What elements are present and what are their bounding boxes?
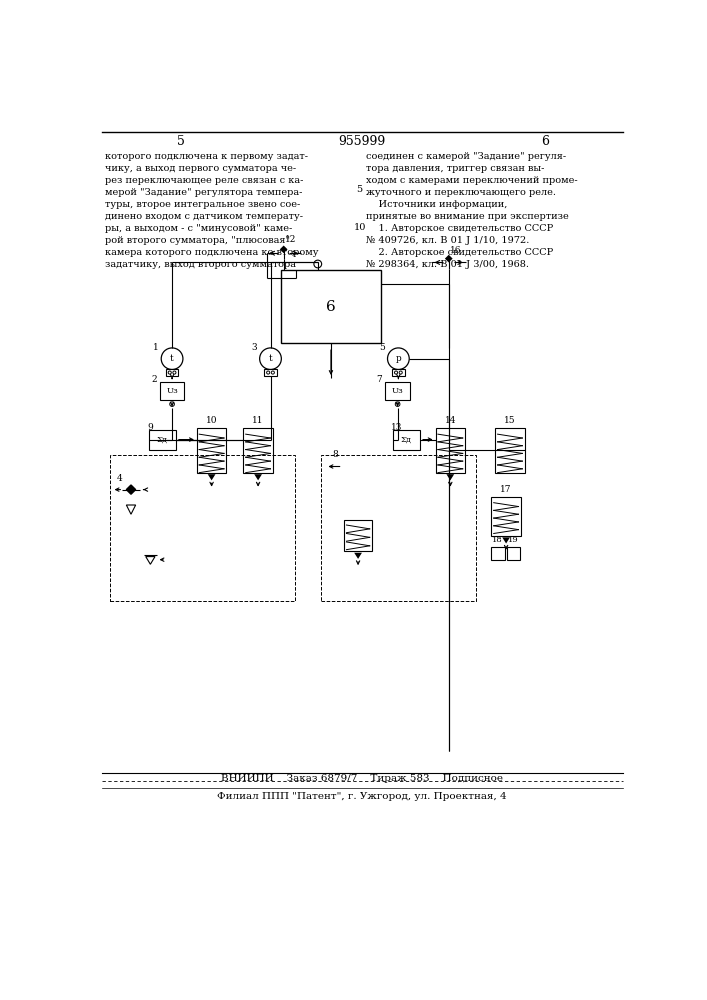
Bar xyxy=(491,547,505,560)
Text: 8: 8 xyxy=(332,450,338,459)
Text: 13: 13 xyxy=(392,423,403,432)
Bar xyxy=(491,497,521,536)
Text: 5: 5 xyxy=(177,135,185,148)
Bar xyxy=(495,428,525,473)
Polygon shape xyxy=(255,474,262,480)
Text: 6: 6 xyxy=(542,135,549,148)
Circle shape xyxy=(387,348,409,369)
Circle shape xyxy=(168,371,171,374)
Text: которого подключена к первому задат-
чику, а выход первого сумматора че-
рез пер: которого подключена к первому задат- чик… xyxy=(105,152,319,269)
Text: 10: 10 xyxy=(354,223,366,232)
Text: ВНИИПИ    Заказ 6879/7    Тираж 583    Подписное: ВНИИПИ Заказ 6879/7 Тираж 583 Подписное xyxy=(221,774,503,783)
Polygon shape xyxy=(446,474,454,480)
Text: Σд: Σд xyxy=(157,436,168,444)
Text: Uз: Uз xyxy=(166,387,178,395)
Text: 4: 4 xyxy=(117,474,122,483)
Text: 7: 7 xyxy=(376,375,382,384)
Circle shape xyxy=(161,348,183,369)
Circle shape xyxy=(170,402,175,406)
Circle shape xyxy=(173,371,176,374)
Text: t: t xyxy=(269,354,272,363)
Text: 17: 17 xyxy=(501,485,512,494)
Text: 955999: 955999 xyxy=(339,135,385,148)
Text: 10: 10 xyxy=(206,416,217,425)
Bar xyxy=(392,369,404,376)
Bar xyxy=(385,382,410,400)
Text: 2: 2 xyxy=(151,375,156,384)
Text: 5: 5 xyxy=(380,343,385,352)
Circle shape xyxy=(395,371,397,374)
Bar xyxy=(393,430,420,450)
Text: 15: 15 xyxy=(504,416,516,425)
Text: Σд: Σд xyxy=(401,436,412,444)
Circle shape xyxy=(314,260,322,268)
Text: 14: 14 xyxy=(445,416,456,425)
Polygon shape xyxy=(280,246,288,253)
Bar xyxy=(281,270,381,343)
Polygon shape xyxy=(127,485,136,494)
Text: 5: 5 xyxy=(356,185,363,194)
Bar xyxy=(110,455,295,601)
Polygon shape xyxy=(445,255,452,262)
Text: 6: 6 xyxy=(326,300,336,314)
Polygon shape xyxy=(502,537,510,544)
Bar xyxy=(321,455,476,601)
Text: p: p xyxy=(395,354,402,363)
Bar xyxy=(160,382,185,400)
Text: 9: 9 xyxy=(147,423,153,432)
Text: 16: 16 xyxy=(450,246,462,255)
Bar xyxy=(149,430,176,450)
Text: t: t xyxy=(170,354,174,363)
Bar xyxy=(436,428,465,473)
Text: 12: 12 xyxy=(285,235,297,244)
Polygon shape xyxy=(208,474,216,480)
Circle shape xyxy=(271,371,274,374)
Text: 18: 18 xyxy=(492,536,503,544)
Bar xyxy=(166,369,178,376)
Text: 1: 1 xyxy=(153,343,159,352)
Polygon shape xyxy=(354,553,362,559)
Circle shape xyxy=(259,348,281,369)
Text: Uз: Uз xyxy=(392,387,404,395)
Bar xyxy=(243,428,273,473)
Text: 19: 19 xyxy=(508,536,518,544)
Circle shape xyxy=(267,371,270,374)
Text: 3: 3 xyxy=(252,343,257,352)
Text: 11: 11 xyxy=(252,416,264,425)
Text: Филиал ППП "Патент", г. Ужгород, ул. Проектная, 4: Филиал ППП "Патент", г. Ужгород, ул. Про… xyxy=(217,792,507,801)
Bar xyxy=(344,520,372,551)
Bar xyxy=(197,428,226,473)
Text: соединен с камерой "Задание" регуля-
тора давления, триггер связан вы-
ходом с к: соединен с камерой "Задание" регуля- тор… xyxy=(366,152,578,269)
Bar xyxy=(507,547,520,560)
Circle shape xyxy=(395,402,400,406)
Circle shape xyxy=(399,371,402,374)
Bar xyxy=(264,369,276,376)
